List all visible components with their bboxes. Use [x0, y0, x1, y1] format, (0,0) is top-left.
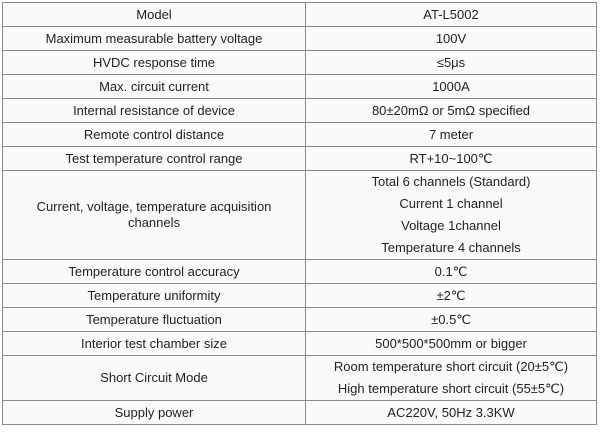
spec-value-line: Total 6 channels (Standard)	[371, 174, 531, 189]
spec-row: HVDC response time ≤5μs	[2, 50, 597, 75]
spec-value-line: 7 meter	[428, 126, 474, 142]
spec-value: AC220V, 50Hz 3.3KW	[305, 400, 597, 425]
spec-value-line: 1000A	[432, 78, 470, 94]
spec-value-line: 100V	[435, 30, 467, 46]
spec-table: Model AT-L5002 Maximum measurable battery …	[2, 2, 597, 425]
spec-value-line: Temperature 4 channels	[381, 240, 521, 255]
spec-value-line: AC220V, 50Hz 3.3KW	[387, 404, 515, 420]
spec-value-line: 80±20mΩ or 5mΩ specified	[371, 102, 531, 118]
spec-value: Total 6 channels (Standard) Current 1 cha…	[305, 170, 597, 260]
spec-value-line: 0.1℃	[434, 263, 468, 279]
spec-row: Temperature fluctuation ±0.5℃	[2, 307, 597, 332]
spec-value-line: ±2℃	[436, 287, 466, 303]
spec-label: Current, voltage, temperature acquisitio…	[2, 170, 306, 260]
spec-label: Max. circuit current	[2, 74, 306, 99]
spec-row: Temperature uniformity ±2℃	[2, 283, 597, 308]
spec-label: Temperature uniformity	[2, 283, 306, 308]
spec-row: Temperature control accuracy 0.1℃	[2, 259, 597, 284]
spec-value-line: High temperature short circuit (55±5℃)	[337, 381, 565, 396]
spec-value-line: AT-L5002	[423, 6, 479, 22]
spec-value: 1000A	[305, 74, 597, 99]
spec-row: Test temperature control range RT+10~100℃	[2, 146, 597, 171]
spec-value: RT+10~100℃	[305, 146, 597, 171]
spec-value: ±0.5℃	[305, 307, 597, 332]
spec-value: 500*500*500mm or bigger	[305, 331, 597, 356]
spec-label: HVDC response time	[2, 50, 306, 75]
spec-label: Test temperature control range	[2, 146, 306, 171]
spec-value: ±2℃	[305, 283, 597, 308]
spec-value: ≤5μs	[305, 50, 597, 75]
spec-value-line: 500*500*500mm or bigger	[375, 335, 527, 351]
spec-row: Max. circuit current 1000A	[2, 74, 597, 99]
spec-row: Maximum measurable battery voltage 100V	[2, 26, 597, 51]
spec-row: Current, voltage, temperature acquisitio…	[2, 170, 597, 260]
spec-label: Supply power	[2, 400, 306, 425]
spec-value: AT-L5002	[305, 2, 597, 27]
spec-label: Internal resistance of device	[2, 98, 306, 123]
spec-row: Interior test chamber size 500*500*500mm …	[2, 331, 597, 356]
spec-value-line: ≤5μs	[436, 54, 466, 70]
spec-label: Temperature fluctuation	[2, 307, 306, 332]
spec-row: Remote control distance 7 meter	[2, 122, 597, 147]
spec-value: 0.1℃	[305, 259, 597, 284]
spec-value-line: Room temperature short circuit (20±5℃)	[333, 359, 569, 374]
spec-row: Model AT-L5002	[2, 2, 597, 27]
spec-label: Interior test chamber size	[2, 331, 306, 356]
spec-value-line: Voltage 1channel	[401, 218, 501, 233]
spec-row: Internal resistance of device 80±20mΩ or …	[2, 98, 597, 123]
spec-value: Room temperature short circuit (20±5℃) Hi…	[305, 355, 597, 401]
spec-value: 80±20mΩ or 5mΩ specified	[305, 98, 597, 123]
spec-value-line: RT+10~100℃	[409, 150, 493, 166]
spec-label: Remote control distance	[2, 122, 306, 147]
spec-label: Model	[2, 2, 306, 27]
spec-value: 7 meter	[305, 122, 597, 147]
spec-label: Temperature control accuracy	[2, 259, 306, 284]
spec-label: Maximum measurable battery voltage	[2, 26, 306, 51]
spec-row: Short Circuit Mode Room temperature short…	[2, 355, 597, 401]
spec-row: Supply power AC220V, 50Hz 3.3KW	[2, 400, 597, 425]
spec-value-line: ±0.5℃	[431, 311, 471, 327]
spec-label: Short Circuit Mode	[2, 355, 306, 401]
spec-value: 100V	[305, 26, 597, 51]
spec-value-line: Current 1 channel	[399, 196, 503, 211]
